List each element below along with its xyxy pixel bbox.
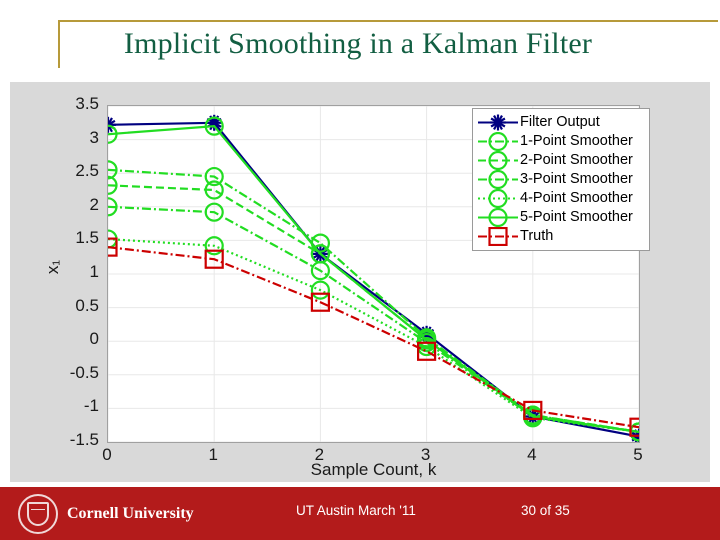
data-point bbox=[204, 180, 224, 200]
legend-swatch bbox=[476, 150, 520, 171]
legend-swatch bbox=[476, 207, 520, 228]
data-point bbox=[204, 202, 224, 222]
legend-label: 4-Point Smoother bbox=[520, 190, 633, 206]
y-tick-label: -1.5 bbox=[69, 430, 99, 449]
x-axis-title: Sample Count, k bbox=[107, 460, 640, 480]
series-line bbox=[108, 168, 639, 434]
series-line bbox=[108, 184, 639, 434]
y-tick-label: 1 bbox=[89, 262, 99, 281]
data-point bbox=[108, 197, 118, 217]
data-point bbox=[108, 237, 118, 257]
y-tick-label: -0.5 bbox=[69, 362, 99, 382]
series-line bbox=[108, 205, 639, 434]
x-tick-label: 3 bbox=[420, 445, 431, 464]
legend-label: 3-Point Smoother bbox=[520, 171, 633, 187]
y-tick-label: 3.5 bbox=[75, 94, 99, 113]
data-point bbox=[108, 124, 118, 144]
data-point bbox=[310, 280, 330, 300]
data-point bbox=[629, 417, 639, 437]
x-axis-title-text: Sample Count, k bbox=[310, 460, 437, 479]
slide-title-bar: Implicit Smoothing in a Kalman Filter bbox=[0, 0, 720, 82]
x-tick-label: 0 bbox=[102, 445, 112, 464]
y-tick-label: 1.5 bbox=[75, 228, 99, 248]
data-point bbox=[204, 249, 224, 269]
y-tick-label: 2 bbox=[89, 194, 99, 214]
legend-marker-circle-icon bbox=[488, 169, 508, 190]
legend-item: 2-Point Smoother bbox=[476, 150, 646, 171]
data-point bbox=[417, 341, 437, 361]
legend-label: Truth bbox=[520, 228, 554, 244]
data-point bbox=[523, 400, 543, 421]
series-group bbox=[108, 114, 639, 442]
legend-swatch bbox=[476, 169, 520, 190]
cornell-seal-icon bbox=[18, 493, 58, 534]
page-title: Implicit Smoothing in a Kalman Filter bbox=[123, 27, 593, 60]
figure-panel: 3.5 3 2.5 2 1.5 1 0.5 0 -0.5 -1 -1.5 0 1 2 3 4 5 x₁ Sam… bbox=[10, 82, 710, 482]
legend-item: 1-Point Smoother bbox=[476, 131, 646, 152]
legend-marker-circle-icon bbox=[488, 150, 508, 171]
y-tick-label: 0 bbox=[89, 329, 99, 349]
slide-footer: Cornell University UT Austin March '11 3… bbox=[0, 487, 720, 540]
data-point bbox=[310, 244, 330, 264]
title-rule-vertical bbox=[58, 20, 60, 68]
y-tick-label: 2.5 bbox=[75, 161, 99, 181]
chart-canvas bbox=[108, 106, 639, 442]
series-line bbox=[108, 246, 639, 429]
x-tick-label: 2 bbox=[314, 445, 325, 464]
x-tick-label: 5 bbox=[633, 445, 643, 464]
data-point bbox=[204, 166, 224, 187]
footer-page-number: 30 of 35 bbox=[521, 503, 570, 518]
x-tick-label: 4 bbox=[527, 445, 537, 464]
legend-item: 5-Point Smoother bbox=[476, 207, 646, 228]
data-point bbox=[204, 236, 224, 256]
legend-marker-circle-icon bbox=[488, 207, 508, 228]
y-tick-label: -1 bbox=[83, 396, 99, 416]
data-point bbox=[204, 116, 224, 136]
legend-item: Truth bbox=[476, 226, 646, 247]
chart-legend: Filter Output 1-Point Smoother 2-Point Smo… bbox=[472, 108, 650, 251]
legend-swatch bbox=[476, 113, 520, 132]
brand-wordmark: Cornell University bbox=[67, 504, 194, 522]
x-tick-label: 1 bbox=[208, 445, 218, 464]
legend-marker-square-icon bbox=[488, 226, 508, 247]
brand-block: Cornell University bbox=[18, 490, 194, 537]
title-rule-horizontal bbox=[58, 20, 718, 22]
y-axis-title-text: x₁ bbox=[43, 259, 62, 275]
legend-label: Filter Output bbox=[520, 114, 600, 130]
y-tick-label: 3 bbox=[89, 127, 99, 147]
legend-marker-asterisk-icon bbox=[490, 114, 506, 131]
legend-marker-circle-icon bbox=[488, 131, 508, 152]
y-axis-title: x₁ bbox=[43, 212, 63, 322]
legend-item: Filter Output bbox=[476, 113, 646, 132]
legend-label: 2-Point Smoother bbox=[520, 152, 633, 168]
series-6 bbox=[108, 237, 639, 437]
data-point bbox=[108, 175, 118, 195]
data-point bbox=[417, 330, 437, 350]
legend-item: 4-Point Smoother bbox=[476, 188, 646, 209]
legend-marker-circle-icon bbox=[488, 188, 508, 209]
y-tick-label: 0.5 bbox=[75, 295, 99, 315]
legend-label: 1-Point Smoother bbox=[520, 133, 633, 149]
legend-swatch bbox=[476, 226, 520, 247]
legend-item: 3-Point Smoother bbox=[476, 169, 646, 190]
data-point bbox=[310, 292, 330, 312]
series-line bbox=[108, 125, 639, 434]
legend-label: 5-Point Smoother bbox=[520, 209, 633, 225]
series-4 bbox=[108, 229, 639, 442]
legend-swatch bbox=[476, 131, 520, 152]
legend-swatch bbox=[476, 188, 520, 209]
series-line bbox=[108, 237, 639, 434]
data-point bbox=[108, 160, 118, 180]
footer-event-text: UT Austin March '11 bbox=[296, 503, 416, 518]
